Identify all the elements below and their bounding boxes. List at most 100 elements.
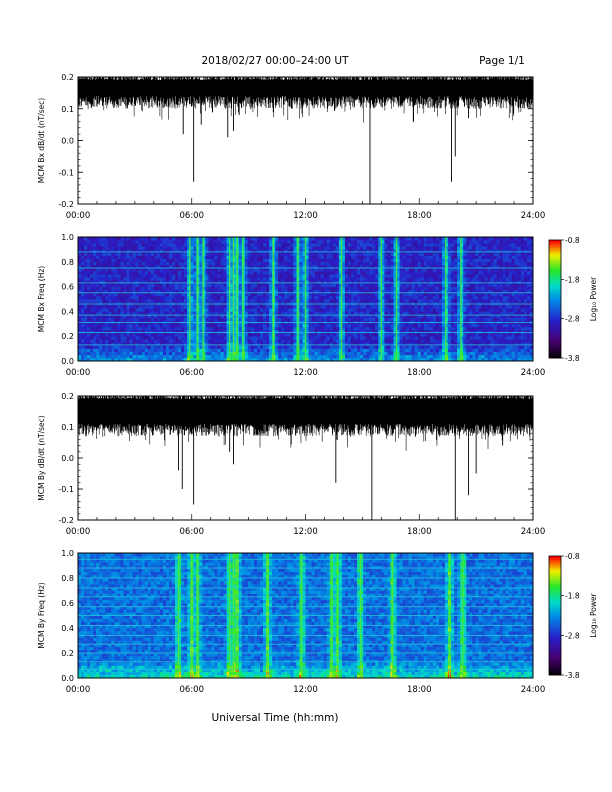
heat-cell xyxy=(169,351,173,356)
heat-cell xyxy=(226,345,230,349)
heat-cell xyxy=(375,240,379,244)
heat-cell xyxy=(278,311,282,315)
heat-cell xyxy=(144,243,149,247)
heat-cell xyxy=(172,339,176,343)
heat-cell xyxy=(323,286,328,290)
heat-cell xyxy=(414,333,419,337)
heat-cell xyxy=(299,299,303,303)
heat-cell xyxy=(399,277,403,281)
heat-cell xyxy=(214,249,218,253)
heat-cell xyxy=(329,286,334,290)
heat-cell xyxy=(193,264,197,269)
heat-cell xyxy=(414,336,419,340)
heat-cell xyxy=(363,249,367,253)
heat-cell xyxy=(111,249,115,253)
heat-cell xyxy=(302,249,306,253)
heat-cell xyxy=(305,286,309,290)
heat-cell xyxy=(172,249,176,253)
heat-cell xyxy=(399,271,403,275)
heat-cell xyxy=(169,289,173,294)
heat-cell xyxy=(290,255,294,259)
heat-cell xyxy=(290,351,294,356)
heat-cell xyxy=(402,314,406,318)
heat-cell xyxy=(260,308,264,312)
heat-cell xyxy=(165,354,170,359)
heat-cell xyxy=(114,292,118,297)
heat-cell xyxy=(293,277,297,281)
heat-cell xyxy=(387,333,391,337)
heat-cell xyxy=(399,311,403,315)
heat-cell xyxy=(229,351,233,356)
heat-cell xyxy=(199,271,203,275)
heat-cell xyxy=(387,345,391,349)
heat-cell xyxy=(250,333,255,337)
heat-cell xyxy=(120,295,124,300)
heat-cell xyxy=(420,283,425,287)
heat-cell xyxy=(287,333,291,337)
heat-cell xyxy=(287,336,291,340)
heat-cell xyxy=(278,326,282,331)
heat-cell xyxy=(181,342,185,346)
heat-cell xyxy=(378,258,382,263)
heat-cell xyxy=(420,286,425,290)
heat-cell xyxy=(84,258,88,263)
heat-cell xyxy=(208,348,212,352)
heat-cell xyxy=(378,308,382,312)
heat-cell xyxy=(256,317,261,321)
heat-cell xyxy=(238,246,243,250)
heat-cell xyxy=(266,308,270,312)
heat-cell xyxy=(129,336,133,340)
heat-cell xyxy=(190,280,194,284)
heat-cell xyxy=(390,274,394,278)
heat-cell xyxy=(417,333,422,337)
heat-cell xyxy=(429,277,434,281)
heat-cell xyxy=(208,305,212,309)
heat-cell xyxy=(159,264,164,269)
heat-cell xyxy=(99,268,103,272)
heat-cell xyxy=(393,249,397,253)
heat-cell xyxy=(175,351,179,356)
heat-cell xyxy=(338,249,343,253)
heat-cell xyxy=(351,246,355,250)
heat-cell xyxy=(338,351,343,356)
heat-cell xyxy=(150,271,155,275)
heat-cell xyxy=(159,268,164,272)
heat-cell xyxy=(90,271,94,275)
heat-cell xyxy=(435,354,440,359)
heat-cell xyxy=(281,289,285,294)
heat-cell xyxy=(399,289,403,294)
heat-cell xyxy=(156,268,161,272)
heat-cell xyxy=(317,280,321,284)
heat-cell xyxy=(405,342,409,346)
heat-cell xyxy=(150,252,155,256)
heat-cell xyxy=(111,333,115,337)
heat-cell xyxy=(211,323,215,328)
heat-cell xyxy=(90,317,94,321)
heat-cell xyxy=(381,255,385,259)
heat-cell xyxy=(347,357,352,362)
heat-cell xyxy=(393,283,397,287)
heat-cell xyxy=(414,246,419,250)
heat-cell xyxy=(232,252,237,256)
heat-cell xyxy=(432,330,437,334)
heat-cell xyxy=(311,243,315,247)
heat-cell xyxy=(193,342,197,346)
heat-cell xyxy=(378,348,382,352)
heat-cell xyxy=(408,286,412,290)
heat-cell xyxy=(320,258,324,263)
heat-cell xyxy=(253,240,258,244)
heat-cell xyxy=(317,326,321,331)
heat-cell xyxy=(175,299,179,303)
heat-cell xyxy=(172,330,176,334)
heat-cell xyxy=(429,314,434,318)
heat-cell xyxy=(138,243,142,247)
heat-cell xyxy=(90,237,94,241)
heat-cell xyxy=(78,357,82,362)
heat-cell xyxy=(141,258,146,263)
heat-cell xyxy=(423,339,428,343)
heat-cell xyxy=(351,345,355,349)
heat-cell xyxy=(226,330,230,334)
heat-cell xyxy=(223,351,227,356)
heat-cell xyxy=(84,255,88,259)
